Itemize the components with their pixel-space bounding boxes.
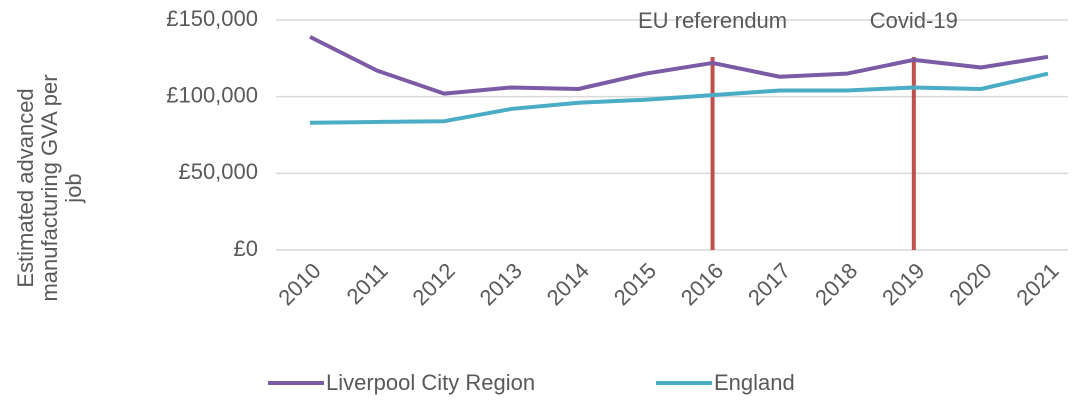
x-tick-label: 2013 xyxy=(475,258,527,310)
x-tick-label: 2016 xyxy=(676,258,728,310)
y-axis-label: Estimated advanced manufacturing GVA per… xyxy=(13,74,86,302)
y-tick-label: £50,000 xyxy=(178,159,258,184)
y-tick-label: £100,000 xyxy=(166,82,258,107)
series-line xyxy=(309,71,1049,125)
x-tick-label: 2021 xyxy=(1011,258,1063,310)
x-tick-label: 2012 xyxy=(408,258,460,310)
x-tick-label: 2018 xyxy=(810,258,862,310)
x-tick-label: 2019 xyxy=(877,258,929,310)
x-tick-label: 2017 xyxy=(743,258,795,310)
x-tick-label: 2010 xyxy=(273,258,325,310)
series-line xyxy=(309,35,1049,96)
x-tick-label: 2015 xyxy=(609,258,661,310)
x-tick-label: 2011 xyxy=(342,258,393,309)
annotation-label: EU referendum xyxy=(638,8,787,33)
y-tick-label: £150,000 xyxy=(166,6,258,31)
legend-label: England xyxy=(714,370,795,395)
annotation-label: Covid-19 xyxy=(870,8,958,33)
legend-label: Liverpool City Region xyxy=(326,370,535,395)
x-tick-label: 2014 xyxy=(542,258,594,310)
x-tick-label: 2020 xyxy=(944,258,996,310)
y-tick-label: £0 xyxy=(234,236,258,261)
